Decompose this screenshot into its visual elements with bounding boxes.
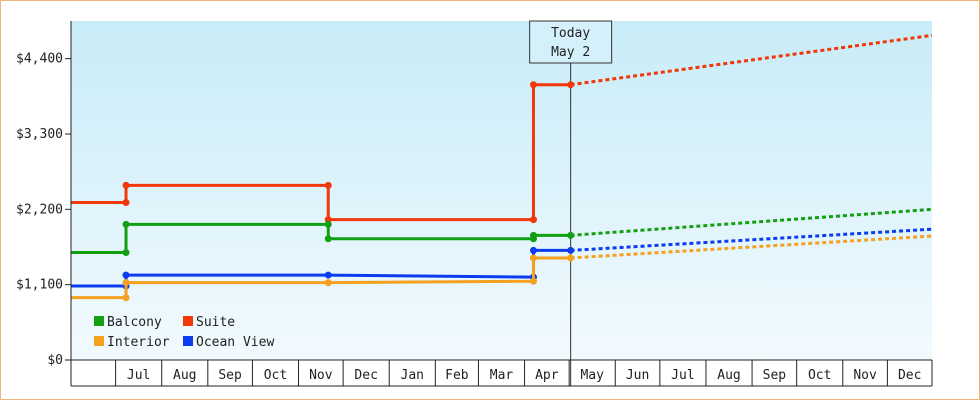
data-point-ocean-view [529,246,537,254]
data-point-interior [122,279,130,287]
data-point-suite [324,181,332,189]
today-box [529,20,613,64]
data-point-interior [567,254,575,262]
data-point-balcony [122,220,130,228]
data-point-ocean-view [122,271,130,279]
legend-swatch-suite [183,316,193,326]
data-point-suite [122,198,130,206]
month-label: Mar [490,368,514,383]
data-point-interior [324,279,332,287]
month-label: Apr [535,368,559,383]
month-label: Oct [808,368,831,383]
today-label: Today [551,26,590,41]
legend-label-suite: Suite [196,315,235,330]
y-tick-label: $0 [47,353,63,368]
data-point-balcony [567,231,575,239]
month-label: Jan [401,368,424,383]
legend-label-interior: Interior [107,335,170,350]
forecast-line-balcony [570,207,933,237]
legend-swatch-interior [94,336,104,346]
data-point-suite [529,81,537,89]
data-point-balcony [529,231,537,239]
month-label: Jun [626,368,649,383]
month-label: Aug [717,368,740,383]
month-label: Dec [898,368,921,383]
month-label: Oct [264,368,287,383]
month-label: Jul [127,368,150,383]
forecast-line-interior [570,234,933,260]
forecast-line-ocean-view [570,227,933,252]
legend-label-ocean-view: Ocean View [196,335,274,350]
today-date-label: May 2 [551,45,590,60]
legend: Balcony Suite Interior Ocean View [94,315,274,350]
legend-label-balcony: Balcony [107,315,162,330]
y-tick-label: $4,400 [16,52,63,67]
legend-swatch-ocean-view [183,336,193,346]
legend-swatch-balcony [94,316,104,326]
data-point-suite [529,216,537,224]
month-label: May [580,368,604,383]
month-label: Aug [173,368,196,383]
month-label: Feb [445,368,469,383]
month-label: Nov [309,368,333,383]
data-point-ocean-view [324,271,332,279]
data-point-interior [529,254,537,262]
axes: $0 $1,100 $2,200 $3,300 $4,400 Jul Aug Sep Oct No… [16,21,933,387]
series-layer [71,33,933,302]
y-tick-label: $3,300 [16,127,63,142]
data-point-suite [324,216,332,224]
month-label: Sep [218,368,242,383]
month-label: Nov [853,368,877,383]
data-point-interior [122,294,130,302]
data-point-balcony [324,235,332,243]
forecast-line-suite [570,33,933,87]
month-label: Sep [763,368,787,383]
data-point-ocean-view [567,246,575,254]
y-tick-label: $2,200 [16,202,63,217]
today-marker: Today May 2 [529,20,613,386]
month-label: Jul [671,368,694,383]
plot-area [71,21,932,360]
data-point-suite [122,181,130,189]
y-tick-label: $1,100 [16,278,63,293]
data-point-balcony [122,248,130,256]
data-point-interior [529,277,537,285]
data-point-balcony [324,220,332,228]
data-point-suite [567,81,575,89]
month-label: Dec [354,368,377,383]
